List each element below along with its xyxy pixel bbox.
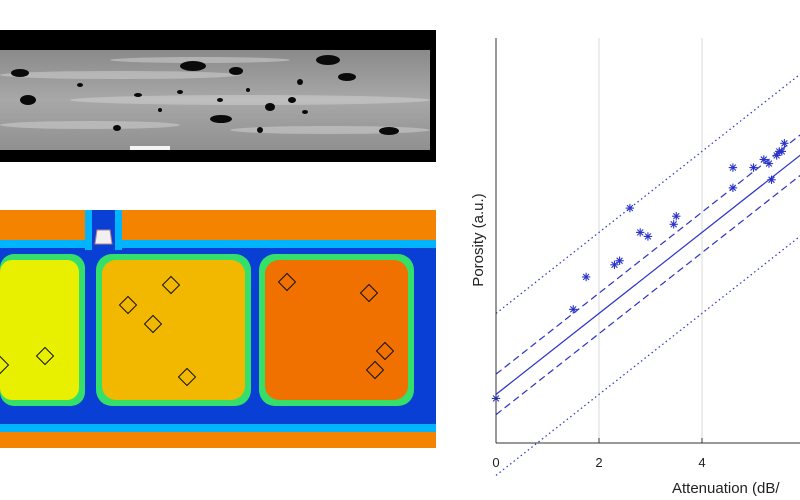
inspection-markers	[0, 272, 395, 387]
data-point	[764, 159, 774, 168]
data-point	[569, 305, 578, 314]
data-point	[749, 163, 758, 172]
data-point	[610, 260, 619, 269]
data-point	[625, 203, 635, 213]
data-point	[581, 272, 591, 282]
x-tick-label: 0	[492, 455, 499, 470]
data-point	[777, 147, 787, 156]
y-axis-label: Porosity (a.u.)	[470, 193, 487, 286]
data-points	[491, 139, 789, 403]
data-point	[728, 163, 738, 172]
data-point	[759, 155, 768, 164]
ct-pores	[11, 55, 399, 135]
data-point	[669, 220, 678, 229]
x-axis-label: Attenuation (dB/	[672, 480, 780, 497]
data-point	[643, 232, 653, 241]
cscan-map	[0, 210, 436, 448]
data-point	[728, 183, 738, 193]
porosity-scatter-chart: 0 2 4 Porosity (a.u.) Attenuation (dB/	[470, 38, 800, 497]
x-tick-labels: 0 2 4	[492, 455, 705, 470]
x-tick-label: 2	[595, 455, 602, 470]
grid-lines	[598, 38, 703, 443]
fit-bands	[495, 73, 800, 476]
data-point	[767, 175, 776, 184]
confidence-band-lower	[495, 174, 800, 416]
data-point	[636, 228, 645, 237]
ct-scan-image	[0, 30, 436, 162]
fit-line	[495, 154, 800, 395]
data-point	[672, 212, 681, 221]
x-tick-label: 4	[698, 455, 705, 470]
prediction-band-lower	[495, 235, 800, 476]
data-point	[780, 139, 789, 148]
data-point	[615, 256, 624, 265]
axes	[495, 38, 800, 444]
